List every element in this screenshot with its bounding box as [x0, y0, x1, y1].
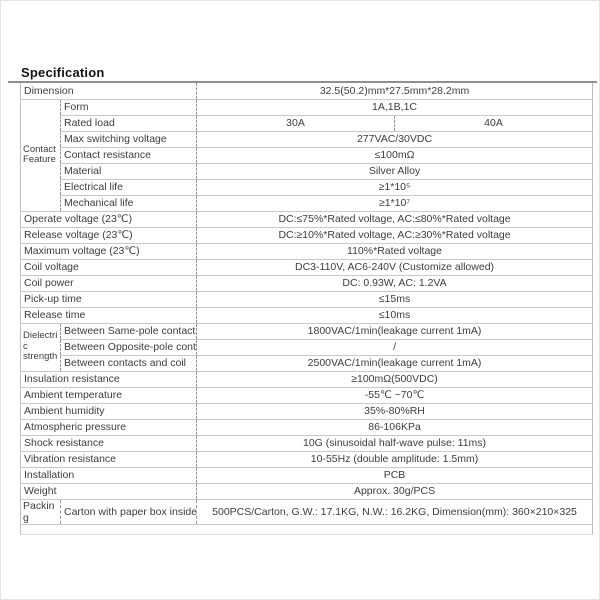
electrical-life-value: ≥1*10⁵ [196, 179, 593, 196]
mechanical-life-value: ≥1*10⁷ [196, 195, 593, 212]
specification-table: Dimension 32.5(50.2)mm*27.5mm*28.2mm Con… [20, 83, 594, 535]
table-row: Release time ≤10ms [20, 307, 593, 324]
release-time-value: ≤10ms [196, 307, 593, 324]
coil-power-label: Coil power [20, 275, 198, 292]
table-row: Ambient temperature -55℃ ~70℃ [20, 387, 593, 404]
table-row: Contact Feature Form 1A,1B,1C [20, 99, 593, 212]
form-value: 1A,1B,1C [196, 99, 593, 116]
ambient-humidity-value: 35%-80%RH [196, 403, 593, 420]
table-row: Shock resistance 10G (sinusoidal half-wa… [20, 435, 593, 452]
max-switching-voltage-value: 277VAC/30VDC [196, 131, 593, 148]
contact-resistance-value: ≤100mΩ [196, 147, 593, 164]
atmospheric-pressure-value: 86-106KPa [196, 419, 593, 436]
empty-trailing-row [20, 524, 593, 535]
release-time-label: Release time [20, 307, 198, 324]
table-row: Material Silver Alloy [21, 163, 593, 180]
release-voltage-label: Release voltage (23℃) [20, 227, 198, 244]
packing-value: 500PCS/Carton, G.W.: 17.1KG, N.W.: 16.2K… [196, 499, 593, 525]
release-voltage-value: DC:≥10%*Rated voltage, AC:≥30%*Rated vol… [196, 227, 593, 244]
pick-up-time-label: Pick-up time [20, 291, 198, 308]
ambient-humidity-label: Ambient humidity [20, 403, 198, 420]
rated-load-label: Rated load [60, 115, 198, 132]
vibration-resistance-value: 10-55Hz (double amplitude: 1.5mm) [196, 451, 593, 468]
shock-resistance-value: 10G (sinusoidal half-wave pulse: 11ms) [196, 435, 593, 452]
operate-voltage-value: DC:≤75%*Rated voltage, AC:≤80%*Rated vol… [196, 211, 593, 228]
coil-voltage-value: DC3-110V, AC6-240V (Customize allowed) [196, 259, 593, 276]
table-row: Atmospheric pressure 86-106KPa [20, 419, 593, 436]
weight-label: Weight [20, 483, 198, 500]
table-row: Vibration resistance 10-55Hz (double amp… [20, 451, 593, 468]
table-row: Packing Carton with paper box inside 500… [20, 499, 593, 525]
pick-up-time-value: ≤15ms [196, 291, 593, 308]
mechanical-life-label: Mechanical life [60, 195, 198, 212]
table-row: Coil voltage DC3-110V, AC6-240V (Customi… [20, 259, 593, 276]
contact-feature-group-label: Contact Feature [20, 99, 61, 212]
table-row: Between contacts and coil 2500VAC/1min(l… [21, 355, 593, 372]
table-row [20, 524, 593, 535]
material-value: Silver Alloy [196, 163, 593, 180]
table-row: Max switching voltage 277VAC/30VDC [21, 131, 593, 148]
maximum-voltage-value: 110%*Rated voltage [196, 243, 593, 260]
table-row: Ambient humidity 35%-80%RH [20, 403, 593, 420]
contact-resistance-label: Contact resistance [60, 147, 198, 164]
table-row: Operate voltage (23℃) DC:≤75%*Rated volt… [20, 211, 593, 228]
table-row: Electrical life ≥1*10⁵ [21, 179, 593, 196]
packing-label: Carton with paper box inside [60, 499, 198, 525]
same-pole-value: 1800VAC/1min(leakage current 1mA) [196, 323, 593, 340]
table-row: Dimension 32.5(50.2)mm*27.5mm*28.2mm [20, 83, 593, 100]
weight-value: Approx. 30g/PCS [196, 483, 593, 500]
coil-voltage-label: Coil voltage [20, 259, 198, 276]
table-row: Pick-up time ≤15ms [20, 291, 593, 308]
operate-voltage-label: Operate voltage (23℃) [20, 211, 198, 228]
insulation-resistance-label: Insulation resistance [20, 371, 198, 388]
material-label: Material [60, 163, 198, 180]
installation-value: PCB [196, 467, 593, 484]
table-row: Coil power DC: 0.93W, AC: 1.2VA [20, 275, 593, 292]
installation-label: Installation [20, 467, 198, 484]
table-row: Rated load 30A 40A [21, 115, 593, 132]
ambient-temperature-label: Ambient temperature [20, 387, 198, 404]
coil-power-value: DC: 0.93W, AC: 1.2VA [196, 275, 593, 292]
rated-load-value-40a: 40A [394, 115, 593, 132]
shock-resistance-label: Shock resistance [20, 435, 198, 452]
table-row: Weight Approx. 30g/PCS [20, 483, 593, 500]
insulation-resistance-value: ≥100mΩ(500VDC) [196, 371, 593, 388]
atmospheric-pressure-label: Atmospheric pressure [20, 419, 198, 436]
opposite-pole-label: Between Opposite-pole contacts [60, 339, 198, 356]
opposite-pole-value: / [196, 339, 593, 356]
max-switching-voltage-label: Max switching voltage [60, 131, 198, 148]
dimension-label: Dimension [20, 83, 198, 100]
packing-group-label: Packing [20, 499, 61, 525]
title-underline [8, 81, 597, 83]
table-row: Maximum voltage (23℃) 110%*Rated voltage [20, 243, 593, 260]
contacts-and-coil-label: Between contacts and coil [60, 355, 198, 372]
contacts-and-coil-value: 2500VAC/1min(leakage current 1mA) [196, 355, 593, 372]
rated-load-value-30a: 30A [196, 115, 396, 132]
maximum-voltage-label: Maximum voltage (23℃) [20, 243, 198, 260]
electrical-life-label: Electrical life [60, 179, 198, 196]
table-row: Between Opposite-pole contacts / [21, 339, 593, 356]
page-title: Specification [21, 65, 105, 80]
dielectric-strength-group-label: Dielectric strength [20, 323, 61, 372]
same-pole-label: Between Same-pole contacts [60, 323, 198, 340]
table-row: Insulation resistance ≥100mΩ(500VDC) [20, 371, 593, 388]
table-row: Dielectric strength Between Same-pole co… [20, 323, 593, 372]
form-label: Form [60, 99, 198, 116]
table-row: Installation PCB [20, 467, 593, 484]
table-row: Contact resistance ≤100mΩ [21, 147, 593, 164]
dimension-value: 32.5(50.2)mm*27.5mm*28.2mm [196, 83, 593, 100]
table-row: Mechanical life ≥1*10⁷ [21, 195, 593, 212]
ambient-temperature-value: -55℃ ~70℃ [196, 387, 593, 404]
vibration-resistance-label: Vibration resistance [20, 451, 198, 468]
table-row: Release voltage (23℃) DC:≥10%*Rated volt… [20, 227, 593, 244]
